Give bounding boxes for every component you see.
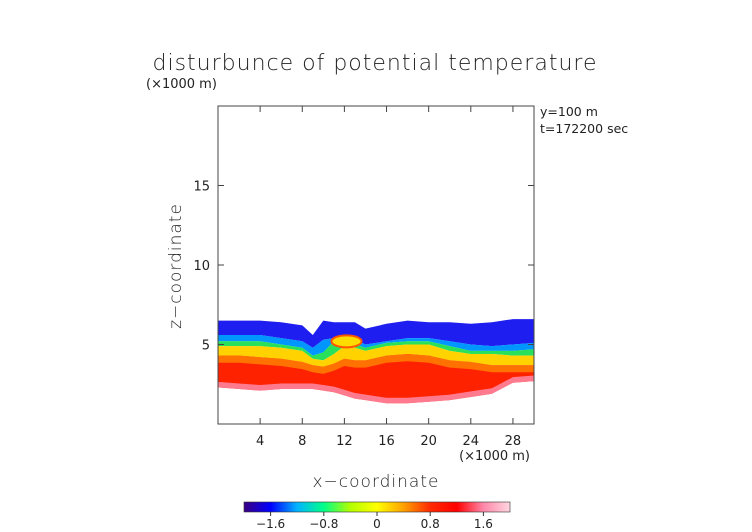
y-axis-label: z−coordinate [166, 203, 186, 329]
colorbar-fill [243, 501, 511, 513]
colorbar-tick-label: 0.8 [421, 517, 440, 531]
x-tick-label: 4 [256, 434, 264, 449]
annotation-y: y=100 m [540, 104, 598, 119]
x-tick-label: 24 [463, 434, 480, 449]
x-tick-label: 12 [336, 434, 353, 449]
annotation-t: t=172200 sec [540, 121, 628, 136]
layer-blue [218, 319, 534, 348]
warm-bubble [330, 334, 363, 349]
colorbar-tick-label: 1.6 [474, 517, 493, 531]
y-axis-ticks: 5 10 15 [193, 180, 534, 354]
x-tick-label: 16 [378, 434, 395, 449]
y-unit-label: (×1000 m) [146, 77, 217, 92]
temperature-field [218, 319, 534, 404]
colorbar-tick-label: −0.8 [309, 517, 338, 531]
y-tick-label: 10 [193, 259, 210, 274]
layer-green [218, 341, 534, 361]
layer-yellow [218, 344, 534, 367]
x-axis-label: x−coordinate [313, 472, 440, 492]
layer-pink-fringe [218, 375, 534, 404]
chart-title: disturbunce of potential temperature [153, 51, 598, 76]
x-axis-ticks: 4 8 12 16 20 24 28 [256, 106, 521, 449]
y-tick-label: 5 [202, 339, 210, 354]
x-tick-label: 28 [505, 434, 522, 449]
layer-orange [218, 354, 534, 374]
x-tick-label: 20 [420, 434, 437, 449]
x-unit-label: (×1000 m) [459, 449, 530, 464]
colorbar: −1.6 −0.8 0 0.8 1.6 [243, 501, 511, 531]
annotations: y=100 m t=172200 sec [540, 104, 628, 136]
y-tick-label: 15 [193, 180, 210, 195]
layer-cyan [218, 335, 534, 356]
colorbar-ticks: −1.6 −0.8 0 0.8 1.6 [256, 512, 493, 531]
colorbar-tick-label: 0 [373, 517, 381, 531]
colorbar-tick-label: −1.6 [256, 517, 285, 531]
x-tick-label: 8 [298, 434, 306, 449]
